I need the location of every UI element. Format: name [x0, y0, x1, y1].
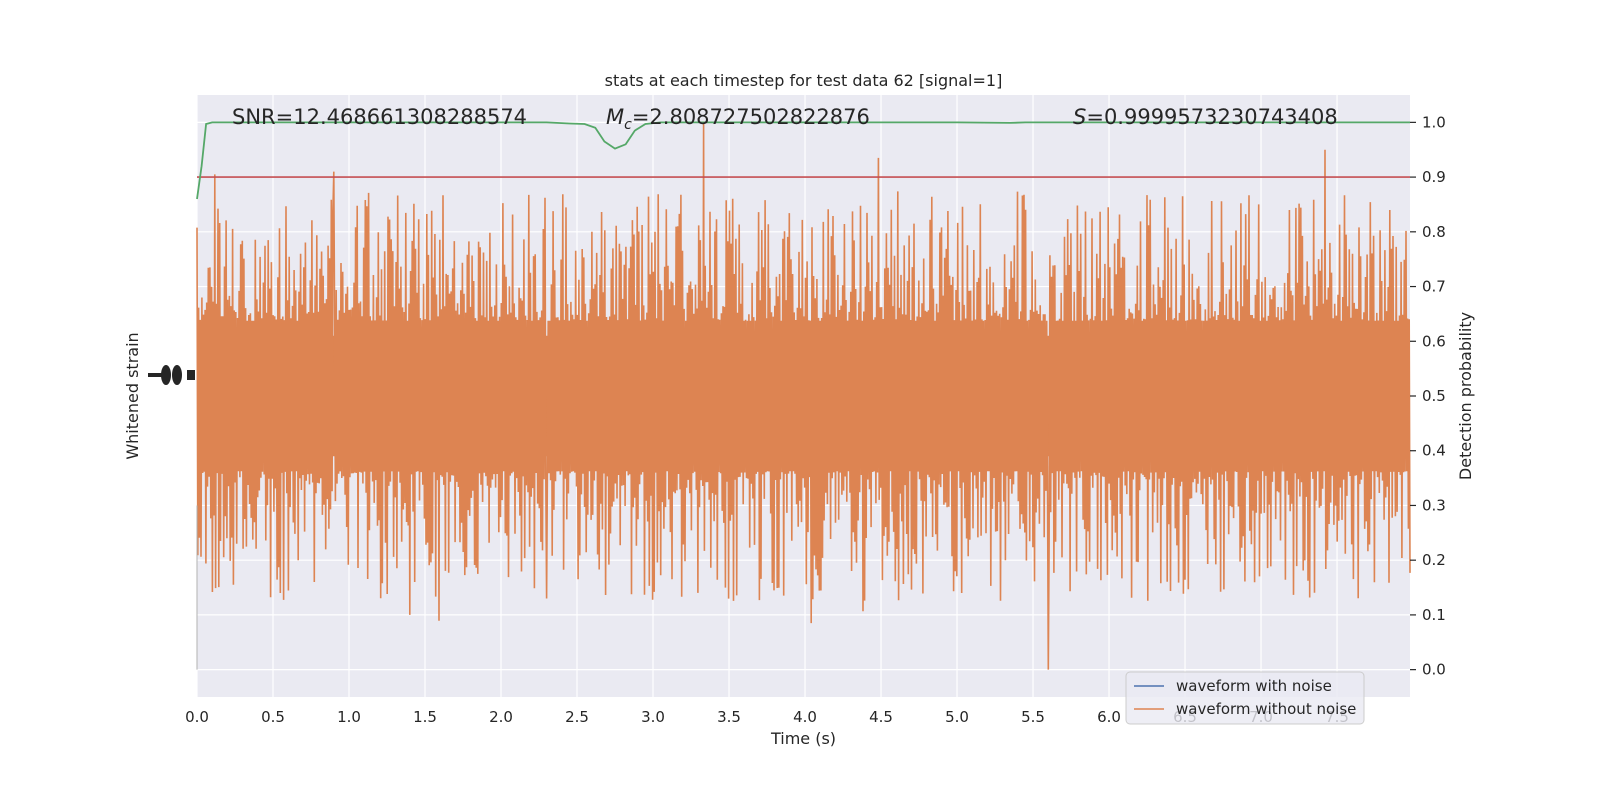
left-tick-blob: [148, 373, 162, 377]
right-y-axis-label: Detection probability: [1456, 312, 1475, 480]
waveform-without-noise-line: [196, 122, 1411, 670]
score-value: =0.9999573230743408: [1086, 105, 1337, 129]
y-tick-label: 0.2: [1422, 551, 1446, 569]
y-tick-label: 0.6: [1422, 332, 1446, 350]
x-axis-label: Time (s): [770, 729, 836, 748]
y-tick-label: 0.8: [1422, 223, 1446, 241]
left-tick-blob: [187, 370, 195, 380]
x-tick-label: 0.0: [185, 708, 209, 726]
x-tick-label: 4.0: [793, 708, 817, 726]
plot-series-layer: [196, 121, 1411, 670]
x-tick-label: 1.0: [337, 708, 361, 726]
left-tick-blob: [172, 365, 182, 385]
x-tick-label: 6.0: [1097, 708, 1121, 726]
x-tick-label: 3.0: [641, 708, 665, 726]
chart-title: stats at each timestep for test data 62 …: [605, 71, 1003, 90]
x-tick-label: 4.5: [869, 708, 893, 726]
chirp-mass-value: =2.808727502822876: [632, 105, 870, 129]
x-tick-label: 5.0: [945, 708, 969, 726]
chirp-mass-annotation: Mc=2.808727502822876: [606, 105, 870, 133]
right-y-axis-ticks: 0.0 0.1 0.2 0.3 0.4 0.5 0.6 0.7 0.8 0.9 1.0: [1410, 113, 1446, 679]
left-axis-tick-labels: [148, 365, 195, 385]
x-tick-label: 5.5: [1021, 708, 1045, 726]
y-tick-label: 0.0: [1422, 661, 1446, 679]
legend-label-with-noise: waveform with noise: [1176, 677, 1332, 695]
x-tick-label: 0.5: [261, 708, 285, 726]
detection-probability-line: [196, 121, 1410, 200]
y-tick-label: 0.5: [1422, 387, 1446, 405]
y-tick-label: 0.4: [1422, 442, 1446, 460]
y-tick-label: 0.9: [1422, 168, 1446, 186]
score-annotation: S=0.9999573230743408: [1073, 105, 1338, 129]
left-tick-blob: [161, 365, 171, 385]
y-tick-label: 0.1: [1422, 606, 1446, 624]
chirp-mass-symbol: M: [606, 105, 624, 129]
x-tick-label: 2.0: [489, 708, 513, 726]
score-symbol: S: [1073, 105, 1086, 129]
chirp-mass-subscript: c: [624, 117, 632, 133]
x-tick-label: 2.5: [565, 708, 589, 726]
snr-annotation: SNR=12.468661308288574: [232, 105, 527, 129]
x-tick-label: 1.5: [413, 708, 437, 726]
x-tick-label: 3.5: [717, 708, 741, 726]
y-tick-label: 0.3: [1422, 496, 1446, 514]
y-tick-label: 1.0: [1422, 113, 1446, 131]
legend-box: [1125, 671, 1365, 725]
legend-label-without-noise: waveform without noise: [1176, 700, 1356, 718]
y-tick-label: 0.7: [1422, 278, 1446, 296]
legend: waveform with noise waveform without noi…: [1125, 671, 1365, 725]
left-y-axis-label: Whitened strain: [123, 332, 142, 459]
